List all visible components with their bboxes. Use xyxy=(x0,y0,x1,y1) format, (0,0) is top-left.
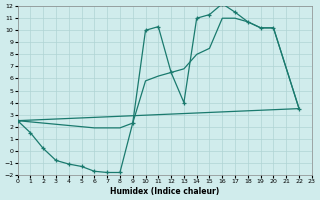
X-axis label: Humidex (Indice chaleur): Humidex (Indice chaleur) xyxy=(110,187,219,196)
